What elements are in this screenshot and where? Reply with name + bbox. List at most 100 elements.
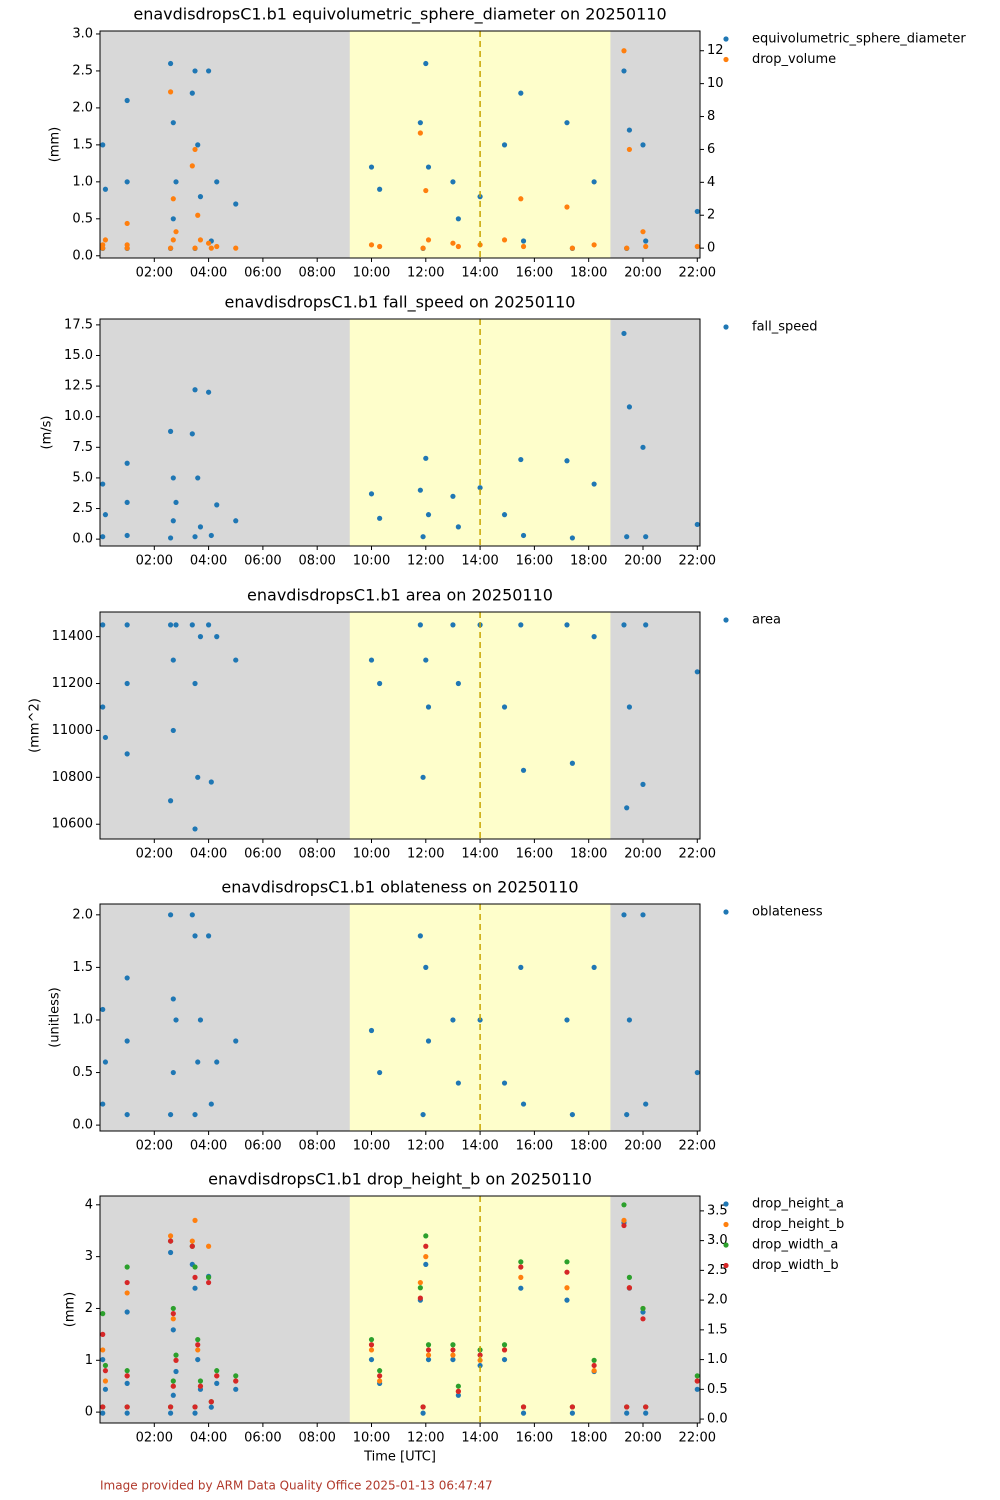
x-tick-label: 16:00: [516, 1139, 553, 1154]
data-point: [100, 1311, 106, 1317]
data-point: [518, 456, 524, 463]
data-point: [173, 1352, 179, 1358]
data-point: [643, 1410, 649, 1416]
legend-marker: [723, 324, 729, 330]
data-point: [520, 1404, 527, 1410]
data-point: [102, 1059, 109, 1065]
x-tick-label: 08:00: [298, 1139, 335, 1154]
data-point: [102, 1378, 109, 1384]
data-point: [455, 1388, 461, 1394]
y-tick-label: 11200: [52, 676, 93, 691]
data-point: [192, 1264, 198, 1270]
data-point: [124, 242, 130, 248]
y2-tick-label: 0: [707, 241, 715, 256]
data-point: [569, 760, 575, 766]
data-point: [621, 1217, 627, 1223]
data-point: [170, 1327, 176, 1333]
data-point: [102, 734, 109, 741]
data-point: [189, 912, 195, 918]
y-tick-label: 5.0: [72, 470, 93, 485]
x-tick-label: 20:00: [624, 1139, 661, 1154]
data-point: [192, 146, 198, 153]
data-point: [189, 90, 195, 96]
data-point: [455, 216, 461, 222]
plot-frame: [99, 903, 701, 1132]
data-point: [197, 1017, 204, 1023]
x-tick-label: 04:00: [190, 266, 227, 281]
data-point: [197, 194, 204, 200]
data-point: [124, 460, 130, 466]
x-tick-label: 20:00: [624, 554, 661, 569]
y-tick-label: 3: [85, 1249, 93, 1264]
data-point: [518, 1285, 524, 1291]
data-point: [124, 1290, 130, 1296]
footer: Image provided by ARM Data Quality Offic…: [100, 1479, 493, 1493]
data-point: [420, 1111, 426, 1118]
data-point: [377, 1368, 383, 1374]
data-point: [626, 704, 633, 710]
y2-tick-label: 0.5: [707, 1382, 728, 1397]
data-point: [640, 142, 646, 148]
data-point: [626, 1017, 633, 1023]
data-point: [170, 518, 176, 524]
plot-frame: [99, 1195, 701, 1424]
y-tick-label: 2.5: [72, 501, 93, 516]
data-point: [501, 704, 508, 710]
x-tick-label: 18:00: [570, 554, 607, 569]
data-point: [640, 781, 646, 787]
data-point: [192, 68, 198, 74]
y-tick-label: 0.0: [72, 248, 93, 263]
y-tick-label: 1.0: [72, 174, 93, 189]
data-point: [170, 1069, 176, 1076]
data-point: [564, 622, 570, 628]
y-tick-label: 10800: [52, 770, 93, 785]
data-point: [100, 534, 106, 540]
data-point: [643, 1101, 649, 1107]
data-point: [477, 1352, 483, 1358]
x-tick-label: 10:00: [353, 266, 390, 281]
data-point: [170, 120, 176, 126]
legend-label: area: [752, 613, 781, 628]
data-point: [455, 1392, 461, 1398]
x-tick-label: 16:00: [516, 266, 553, 281]
data-point: [214, 634, 220, 640]
legend-label: drop_width_a: [752, 1238, 838, 1253]
data-point: [170, 1383, 176, 1389]
chart-title: enavdisdropsC1.b1 oblateness on 20250110: [221, 878, 578, 897]
y-tick-label: 4: [85, 1197, 93, 1212]
legend-marker: [723, 1242, 729, 1248]
data-point: [173, 1017, 179, 1023]
plot-frame: [99, 611, 701, 840]
data-point: [192, 245, 198, 251]
data-point: [173, 229, 179, 235]
data-point: [423, 60, 429, 67]
y-axis-label: (unitless): [48, 987, 63, 1048]
data-point: [640, 229, 646, 235]
data-point: [450, 1017, 456, 1023]
x-tick-label: 22:00: [679, 1431, 716, 1446]
data-point: [195, 475, 201, 481]
data-point: [167, 535, 174, 541]
data-point: [197, 1383, 204, 1389]
data-point: [368, 1342, 375, 1348]
data-point: [102, 512, 109, 518]
chart-title: enavdisdropsC1.b1 fall_speed on 20250110: [225, 293, 576, 313]
data-point: [197, 1378, 204, 1384]
data-point: [569, 535, 575, 541]
data-point: [233, 1373, 239, 1379]
data-point: [420, 1410, 426, 1416]
data-point: [167, 912, 174, 918]
data-point: [564, 1285, 570, 1291]
y2-tick-label: 2.5: [707, 1263, 728, 1278]
data-point: [417, 622, 423, 628]
data-point: [377, 1373, 383, 1379]
data-point: [423, 1233, 429, 1239]
x-tick-label: 06:00: [244, 1139, 281, 1154]
data-point: [124, 622, 130, 628]
legend-label: fall_speed: [752, 320, 818, 335]
data-point: [694, 243, 700, 250]
data-point: [626, 1274, 633, 1280]
data-point: [170, 196, 176, 202]
legend-marker: [723, 617, 729, 623]
y-tick-label: 17.5: [64, 317, 93, 332]
